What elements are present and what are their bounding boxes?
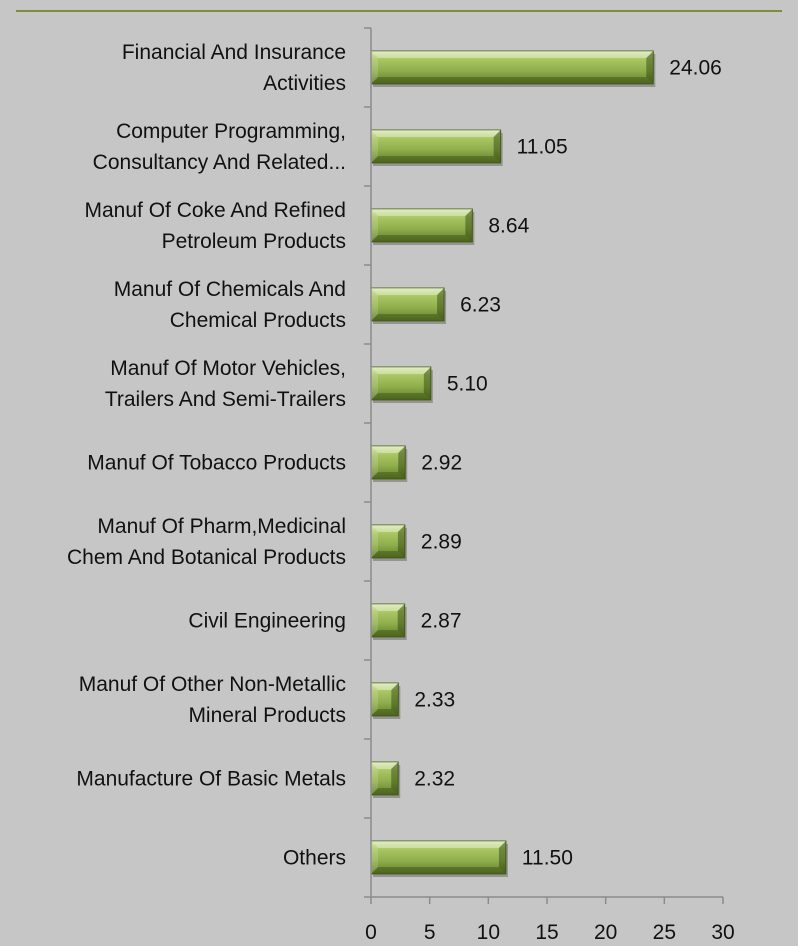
category-label-3: Manuf Of Coke And Refined Petroleum Produ… <box>85 199 347 253</box>
x-tick-label-30: 30 <box>711 921 734 944</box>
bar-6 <box>370 445 408 482</box>
bar-3 <box>370 208 475 245</box>
bar-1 <box>370 50 656 87</box>
category-label-10: Manufacture Of Basic Metals <box>76 768 346 791</box>
value-label-2: 11.05 <box>517 136 568 159</box>
value-label-5: 5.10 <box>447 373 488 396</box>
category-label-4: Manuf Of Chemicals And Chemical Products <box>114 278 346 332</box>
x-tick-label-20: 20 <box>594 921 617 944</box>
top-rule <box>16 10 782 12</box>
category-label-7: Manuf Of Pharm,Medicinal Chem And Botanic… <box>67 515 346 569</box>
bar-7 <box>370 524 407 561</box>
bar-4 <box>370 287 447 324</box>
category-label-8: Civil Engineering <box>188 610 346 633</box>
category-label-5: Manuf Of Motor Vehicles, Trailers And Sem… <box>105 357 346 411</box>
x-tick-label-5: 5 <box>424 921 436 944</box>
x-tick-label-10: 10 <box>477 921 500 944</box>
bar-9 <box>370 682 401 719</box>
value-label-9: 2.33 <box>414 689 455 712</box>
value-label-8: 2.87 <box>421 610 462 633</box>
bar-10 <box>370 761 401 798</box>
x-tick-label-15: 15 <box>535 921 558 944</box>
value-label-11: 11.50 <box>522 847 573 870</box>
bar-11 <box>370 840 508 877</box>
bar-5 <box>370 366 433 403</box>
x-tick-label-25: 25 <box>653 921 676 944</box>
category-label-1: Financial And Insurance Activities <box>122 41 346 95</box>
value-label-1: 24.06 <box>669 57 722 80</box>
value-label-4: 6.23 <box>460 294 501 317</box>
category-label-2: Computer Programming, Consultancy And Rel… <box>93 120 346 174</box>
bar-8 <box>370 603 407 640</box>
bar-2 <box>370 129 503 166</box>
value-label-3: 8.64 <box>488 215 529 238</box>
category-label-9: Manuf Of Other Non-Metallic Mineral Produ… <box>79 673 346 727</box>
x-tick-label-0: 0 <box>365 921 377 944</box>
category-label-11: Others <box>283 847 346 870</box>
value-label-7: 2.89 <box>421 531 462 554</box>
value-label-6: 2.92 <box>421 452 462 475</box>
category-label-6: Manuf Of Tobacco Products <box>87 452 346 475</box>
value-label-10: 2.32 <box>414 768 455 791</box>
